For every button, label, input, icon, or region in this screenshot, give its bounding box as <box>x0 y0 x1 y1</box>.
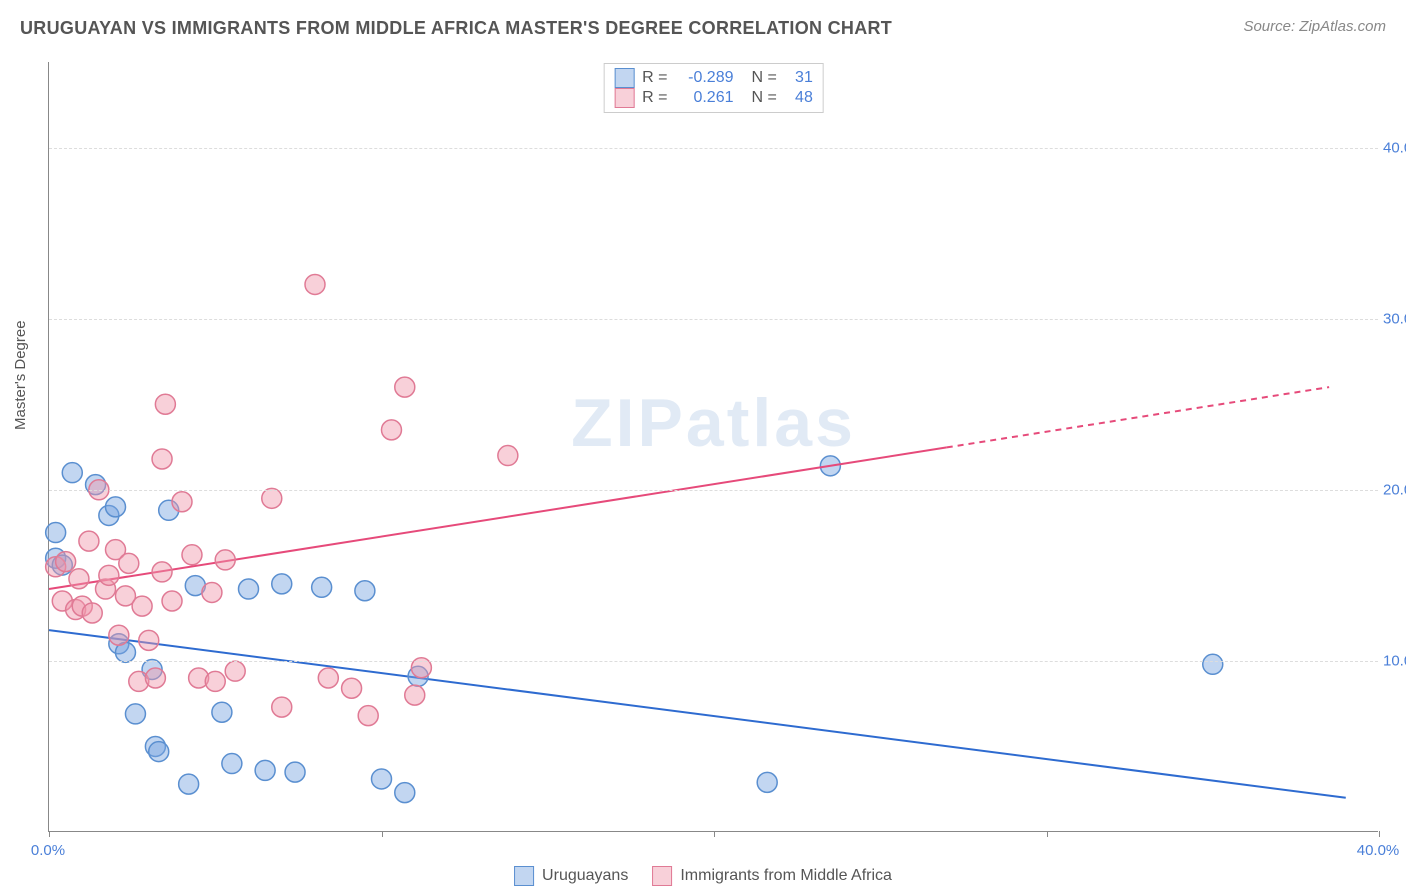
data-point <box>139 630 159 650</box>
data-point <box>381 420 401 440</box>
data-point <box>372 769 392 789</box>
data-point <box>82 603 102 623</box>
legend-swatch <box>614 88 634 108</box>
legend-swatch <box>514 866 534 886</box>
data-point <box>125 704 145 724</box>
data-point <box>69 569 89 589</box>
data-point <box>255 760 275 780</box>
data-point <box>1203 654 1223 674</box>
data-point <box>205 671 225 691</box>
data-point <box>262 488 282 508</box>
data-point <box>285 762 305 782</box>
data-point <box>358 706 378 726</box>
data-point <box>145 668 165 688</box>
source-attribution: Source: ZipAtlas.com <box>1243 18 1386 35</box>
ytick-label: 30.0% <box>1383 310 1406 327</box>
xtick <box>1047 831 1048 837</box>
data-point <box>99 565 119 585</box>
legend-n-label: N = <box>752 69 777 87</box>
data-point <box>56 552 76 572</box>
data-point <box>498 446 518 466</box>
data-point <box>395 377 415 397</box>
xtick <box>49 831 50 837</box>
data-point <box>272 697 292 717</box>
data-point <box>225 661 245 681</box>
data-point <box>305 274 325 294</box>
data-point <box>239 579 259 599</box>
legend-r-label: R = <box>642 89 667 107</box>
trend-line <box>49 447 947 589</box>
data-point <box>342 678 362 698</box>
chart-title: URUGUAYAN VS IMMIGRANTS FROM MIDDLE AFRI… <box>20 18 892 39</box>
data-point <box>405 685 425 705</box>
data-point <box>155 394 175 414</box>
series-legend-item: Uruguayans <box>514 866 628 886</box>
xtick-label: 40.0% <box>1357 842 1400 859</box>
xtick <box>382 831 383 837</box>
data-point <box>395 783 415 803</box>
data-point <box>152 449 172 469</box>
data-point <box>215 550 235 570</box>
data-point <box>312 577 332 597</box>
gridline <box>49 490 1378 491</box>
data-point <box>355 581 375 601</box>
legend-n-label: N = <box>752 89 777 107</box>
series-legend-item: Immigrants from Middle Africa <box>652 866 892 886</box>
xtick-label: 0.0% <box>31 842 65 859</box>
data-point <box>149 742 169 762</box>
data-point <box>162 591 182 611</box>
data-point <box>202 582 222 602</box>
ytick-label: 40.0% <box>1383 139 1406 156</box>
data-point <box>62 463 82 483</box>
data-point <box>272 574 292 594</box>
data-point <box>212 702 232 722</box>
series-legend-label: Immigrants from Middle Africa <box>680 867 892 885</box>
legend-r-label: R = <box>642 69 667 87</box>
legend-r-value: -0.289 <box>676 69 734 87</box>
legend-n-value: 31 <box>785 69 813 87</box>
data-point <box>106 497 126 517</box>
data-point <box>172 492 192 512</box>
legend-swatch <box>652 866 672 886</box>
series-legend-label: Uruguayans <box>542 867 628 885</box>
scatter-svg <box>49 62 1378 831</box>
legend-swatch <box>614 68 634 88</box>
correlation-legend: R = -0.289 N = 31 R = 0.261 N = 48 <box>603 63 824 113</box>
xtick <box>1379 831 1380 837</box>
data-point <box>132 596 152 616</box>
legend-r-value: 0.261 <box>676 89 734 107</box>
data-point <box>46 523 66 543</box>
series-legend: Uruguayans Immigrants from Middle Africa <box>514 866 892 886</box>
data-point <box>119 553 139 573</box>
legend-n-value: 48 <box>785 89 813 107</box>
data-point <box>318 668 338 688</box>
data-point <box>182 545 202 565</box>
trend-line-dashed <box>947 387 1329 447</box>
xtick <box>714 831 715 837</box>
gridline <box>49 319 1378 320</box>
data-point <box>152 562 172 582</box>
correlation-legend-row: R = -0.289 N = 31 <box>614 68 813 88</box>
correlation-legend-row: R = 0.261 N = 48 <box>614 88 813 108</box>
data-point <box>757 772 777 792</box>
trend-line <box>49 630 1346 798</box>
data-point <box>109 625 129 645</box>
data-point <box>179 774 199 794</box>
data-point <box>222 754 242 774</box>
ytick-label: 20.0% <box>1383 481 1406 498</box>
gridline <box>49 148 1378 149</box>
data-point <box>79 531 99 551</box>
gridline <box>49 661 1378 662</box>
y-axis-label: Master's Degree <box>12 320 29 430</box>
chart-plot-area: ZIPatlas R =-0.289N =31R =0.261N =48 10.… <box>48 62 1378 832</box>
ytick-label: 10.0% <box>1383 652 1406 669</box>
